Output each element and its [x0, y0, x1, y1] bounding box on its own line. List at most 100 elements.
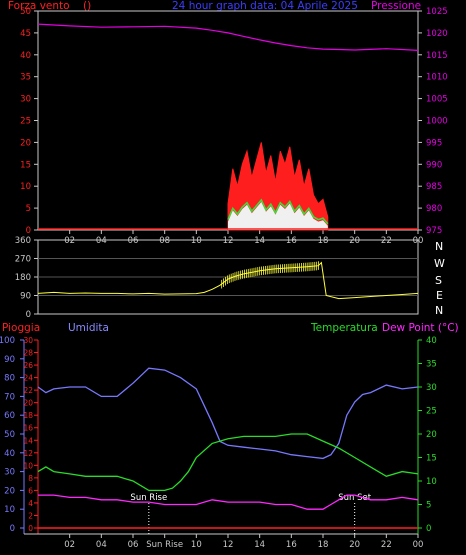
rain-y-tick-label-3: 4 — [28, 499, 33, 508]
humidity-y-tick-label-6: 50 — [4, 430, 15, 440]
wind-axis-label: Forza vento — [8, 0, 70, 12]
compass-labels: N W S E N — [434, 240, 445, 317]
dir-y-tick-label-4: 270 — [15, 255, 31, 265]
rain-y-tick-label-4: 6 — [28, 486, 33, 495]
dir-y-tick-label-3: 180 — [15, 273, 31, 283]
sun-rise-label: Sun Rise — [130, 493, 167, 503]
humidity-y-tick-label-8: 70 — [4, 392, 15, 402]
wind-y-tick-label-2: 5 — [26, 204, 31, 214]
compass-label-4: E — [436, 289, 443, 302]
top-x-tick-label-12: 00 — [413, 236, 424, 246]
temp-y-tick-label-5: 20 — [426, 430, 437, 440]
bottom-x-tick-label-7: 14 — [254, 540, 265, 550]
temp-y-tick-label-8: 35 — [426, 360, 437, 370]
bottom-x-tick-label-3: 06 — [128, 540, 139, 550]
bottom-x-tick-label-9: 18 — [318, 540, 329, 550]
wind-y-tick-label-11: 50 — [20, 7, 31, 17]
pressure-y-tick-label-3: 985 — [426, 182, 442, 192]
compass-label-2: W — [434, 257, 445, 270]
pressure-axis-label: Pressione — [371, 0, 421, 12]
bottom-x-tick-label-11: 22 — [381, 540, 392, 550]
pressure-y-tick-label-2: 980 — [426, 204, 442, 214]
temp-y-tick-label-9: 40 — [426, 336, 437, 346]
top-x-tick-label-8: 16 — [286, 236, 297, 246]
top-x-tick-label-3: 06 — [128, 236, 139, 246]
dir-y-tick-label-2: 90 — [20, 292, 31, 302]
wind-y-tick-label-7: 30 — [20, 95, 31, 105]
wind-y-tick-label-8: 35 — [20, 73, 31, 83]
rain-y-tick-label-11: 20 — [23, 399, 33, 408]
compass-label-3: S — [435, 274, 442, 287]
pressure-y-tick-label-1: 975 — [426, 226, 442, 236]
wind-y-tick-label-1: 0 — [26, 226, 31, 236]
wind-y-tick-label-5: 20 — [20, 138, 31, 148]
temperature-line — [37, 433, 419, 492]
bottom-x-tick-label-1: 02 — [64, 540, 75, 550]
sun-set-label: Sun Set — [338, 493, 371, 503]
wind-y-tick-label-6: 25 — [20, 117, 31, 127]
humidity-line — [37, 367, 419, 460]
humidity-y-tick-label-7: 60 — [4, 411, 15, 421]
rain-y-tick-label-12: 22 — [23, 386, 33, 395]
temp-y-tick-label-2: 5 — [426, 501, 431, 511]
temp-y-tick-label-7: 30 — [426, 383, 437, 393]
temperature-axis-label: Temperatura — [310, 322, 378, 334]
panel-top-frame — [37, 10, 419, 231]
humidity-axis-label: Umidita — [68, 322, 109, 334]
top-x-tick-label-1: 02 — [64, 236, 75, 246]
bottom-x-tick-label-8: 16 — [286, 540, 297, 550]
bottom-x-tick-label-5: 10 — [191, 540, 202, 550]
top-x-tick-label-6: 12 — [223, 236, 234, 246]
temp-y-tick-label-1: 0 — [426, 524, 431, 534]
bottom-x-tick-label-12: 00 — [413, 540, 424, 550]
wind-gust-area — [227, 142, 329, 231]
pressure-y-tick-label-7: 1005 — [426, 95, 448, 105]
humidity-y-tick-label-4: 30 — [4, 468, 15, 478]
wind-mean-line — [227, 198, 329, 225]
top-x-tick-label-11: 22 — [381, 236, 392, 246]
humidity-y-tick-label-5: 40 — [4, 449, 15, 459]
rain-y-tick-label-14: 26 — [23, 361, 33, 370]
humidity-y-tick-label-11: 100 — [0, 336, 15, 346]
temp-y-tick-label-4: 15 — [426, 454, 437, 464]
chart-marks: 0510152025303540455097598098599099510001… — [0, 7, 448, 550]
rain-y-tick-label-7: 12 — [23, 449, 33, 458]
bottom-x-tick-label-4: Sun Rise — [146, 540, 183, 550]
bottom-x-tick-label-2: 04 — [96, 540, 107, 550]
pressure-line — [37, 23, 419, 51]
rain-y-tick-label-2: 2 — [28, 511, 33, 520]
temp-y-tick-label-6: 25 — [426, 407, 437, 417]
rain-y-tick-label-10: 18 — [23, 411, 33, 420]
pressure-y-tick-label-5: 995 — [426, 138, 442, 148]
pressure-y-tick-label-6: 1000 — [426, 117, 448, 127]
top-x-tick-label-9: 18 — [318, 236, 329, 246]
top-x-tick-label-5: 10 — [191, 236, 202, 246]
top-x-tick-label-7: 14 — [254, 236, 265, 246]
humidity-y-tick-label-9: 80 — [4, 374, 15, 384]
rain-y-tick-label-9: 16 — [23, 424, 33, 433]
wind-y-tick-label-4: 15 — [20, 160, 31, 170]
rain-y-tick-label-1: 0 — [28, 524, 33, 533]
rain-y-tick-label-5: 8 — [28, 474, 33, 483]
pressure-y-tick-label-10: 1020 — [426, 29, 448, 39]
rain-y-tick-label-6: 10 — [23, 461, 33, 470]
dir-y-tick-label-5: 360 — [15, 236, 31, 246]
direction-line — [37, 261, 419, 300]
wind-y-tick-label-3: 10 — [20, 182, 31, 192]
wind-mean-area — [228, 202, 328, 230]
compass-label-5: N — [435, 304, 443, 317]
pressure-y-tick-label-11: 1025 — [426, 7, 448, 17]
top-x-tick-label-2: 04 — [96, 236, 107, 246]
humidity-y-tick-label-2: 10 — [4, 505, 15, 515]
pressure-y-tick-label-8: 1010 — [426, 73, 448, 83]
rain-y-tick-label-13: 24 — [23, 374, 33, 383]
compass-label-1: N — [435, 240, 443, 253]
dewpoint-axis-label: Dew Point (°C) — [382, 322, 459, 334]
top-x-tick-label-10: 20 — [349, 236, 360, 246]
humidity-y-tick-label-10: 90 — [4, 355, 15, 365]
humidity-y-tick-label-1: 0 — [10, 524, 15, 534]
wind-y-tick-label-9: 40 — [20, 51, 31, 61]
rain-y-tick-label-8: 14 — [23, 436, 33, 445]
dewpoint-line — [38, 494, 419, 510]
